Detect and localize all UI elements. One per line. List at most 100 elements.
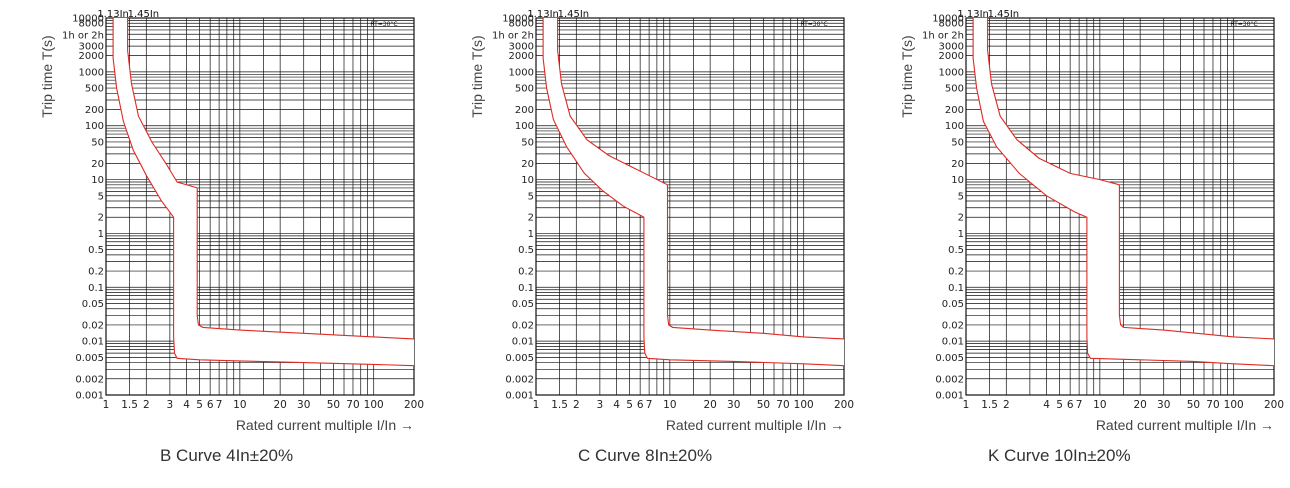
marker-label-1-13in: 1.13In [957, 9, 989, 20]
y-tick-label: 0.01 [512, 337, 534, 348]
plot-frame [965, 17, 1275, 396]
marker-label-1-45in: 1.45In [988, 9, 1020, 20]
y-tick-label: 100 [85, 121, 104, 132]
y-tick-label: 0.05 [512, 299, 534, 310]
y-tick-label: 100 [515, 121, 534, 132]
y-tick-label: 50 [951, 137, 964, 148]
y-tick-label: 0.002 [935, 374, 964, 385]
y-tick-label: 0.01 [942, 337, 964, 348]
x-tick-label: 5 [1056, 399, 1063, 411]
y-tick-label: 10000 [502, 14, 534, 25]
x-axis-label: Rated current multiple I/In → [236, 417, 414, 433]
y-tick-label: 0.5 [88, 245, 104, 256]
y-tick-label: 10000 [932, 14, 964, 25]
marker-label-1-45in: 1.45In [128, 9, 160, 20]
x-tick-label: 50 [1187, 399, 1200, 411]
x-tick-label: 2 [1003, 399, 1010, 411]
y-tick-label: 500 [515, 84, 534, 95]
y-tick-label: 0.02 [82, 320, 104, 331]
y-tick-label: 0.1 [948, 283, 964, 294]
y-tick-label: 200 [945, 105, 964, 116]
x-tick-label: 4 [613, 399, 620, 411]
x-tick-label: 1 [963, 399, 970, 411]
y-tick-label: 8000 [939, 19, 964, 30]
y-tick-label: 0.5 [518, 245, 534, 256]
x-tick-label: 3 [167, 399, 174, 411]
y-tick-label: 0.05 [942, 299, 964, 310]
x-tick-label: 20 [703, 399, 716, 411]
y-tick-label: 2 [528, 213, 534, 224]
y-tick-label: 0.01 [82, 337, 104, 348]
y-tick-label: 200 [515, 105, 534, 116]
x-tick-label: 100 [794, 399, 814, 411]
y-tick-label: 1 [958, 229, 964, 240]
x-tick-label: 70 [776, 399, 789, 411]
marker-label-1-13in: 1.13In [97, 9, 129, 20]
y-tick-label: 0.005 [505, 353, 534, 364]
x-tick-label: 5 [626, 399, 633, 411]
y-tick-label: 0.005 [935, 353, 964, 364]
y-tick-label: 20 [521, 159, 534, 170]
rt-annotation: RT=30°C [1230, 21, 1257, 28]
y-tick-label: 2000 [939, 51, 964, 62]
y-tick-label: 0.001 [505, 391, 534, 402]
chart-title-k-curve: K Curve 10In±20% [988, 446, 1131, 465]
rt-annotation: RT=30°C [800, 21, 827, 28]
chart-panel-c-curve: 10000 8000 1h or 2h 3000 2000 1000 500 200 100 50… [430, 0, 860, 488]
y-tick-label: 1000 [79, 67, 104, 78]
x-tick-label: 50 [327, 399, 340, 411]
y-tick-label: 0.5 [948, 245, 964, 256]
y-tick-label: 5 [958, 191, 964, 202]
x-tick-label: 1.5 [551, 399, 568, 411]
y-axis-label: Trip time T(s) [899, 35, 915, 117]
x-axis-label: Rated current multiple I/In → [1096, 417, 1274, 433]
y-tick-label: 100 [945, 121, 964, 132]
y-tick-label: 1 [98, 229, 104, 240]
y-tick-label: 1000 [509, 67, 534, 78]
x-tick-label: 70 [1206, 399, 1219, 411]
series-line-upper [987, 18, 1275, 340]
y-tick-label: 1h or 2h [492, 31, 534, 42]
series-line-lower [112, 18, 415, 367]
y-tick-label: 1h or 2h [922, 31, 964, 42]
y-tick-label: 0.05 [82, 299, 104, 310]
y-tick-label: 1 [528, 229, 534, 240]
y-tick-label: 0.001 [935, 391, 964, 402]
y-tick-label: 3000 [509, 42, 534, 53]
series-line-lower [972, 18, 1275, 367]
x-tick-label: 200 [404, 399, 424, 411]
marker-label-1-45in: 1.45In [558, 9, 590, 20]
y-tick-label: 5 [98, 191, 104, 202]
y-axis-label: Trip time T(s) [469, 35, 485, 117]
y-tick-label: 500 [85, 84, 104, 95]
y-tick-label: 0.002 [75, 374, 104, 385]
x-tick-label: 10 [1093, 399, 1106, 411]
x-tick-label: 10 [663, 399, 676, 411]
x-tick-label: 5 [196, 399, 203, 411]
y-tick-label: 2 [958, 213, 964, 224]
x-tick-label: 3 [597, 399, 604, 411]
y-tick-label: 0.02 [942, 320, 964, 331]
y-tick-label: 3000 [939, 42, 964, 53]
series-line-upper [127, 18, 415, 340]
y-tick-label: 3000 [79, 42, 104, 53]
chart-panel-k-curve: 10000 8000 1h or 2h 3000 2000 1000 500 200 100 50… [860, 0, 1290, 488]
x-tick-label: 30 [297, 399, 310, 411]
y-tick-label: 50 [521, 137, 534, 148]
series-line-lower [542, 18, 845, 367]
x-tick-label: 200 [834, 399, 854, 411]
y-tick-label: 0.02 [512, 320, 534, 331]
x-tick-label: 2 [573, 399, 580, 411]
y-tick-label: 8000 [79, 19, 104, 30]
y-tick-label: 50 [91, 137, 104, 148]
x-tick-label: 1 [533, 399, 540, 411]
y-tick-label: 0.1 [518, 283, 534, 294]
x-tick-label: 1.5 [981, 399, 998, 411]
marker-label-1-13in: 1.13In [527, 9, 559, 20]
y-tick-label: 10000 [72, 14, 104, 25]
x-tick-label: 100 [364, 399, 384, 411]
y-tick-label: 2000 [509, 51, 534, 62]
